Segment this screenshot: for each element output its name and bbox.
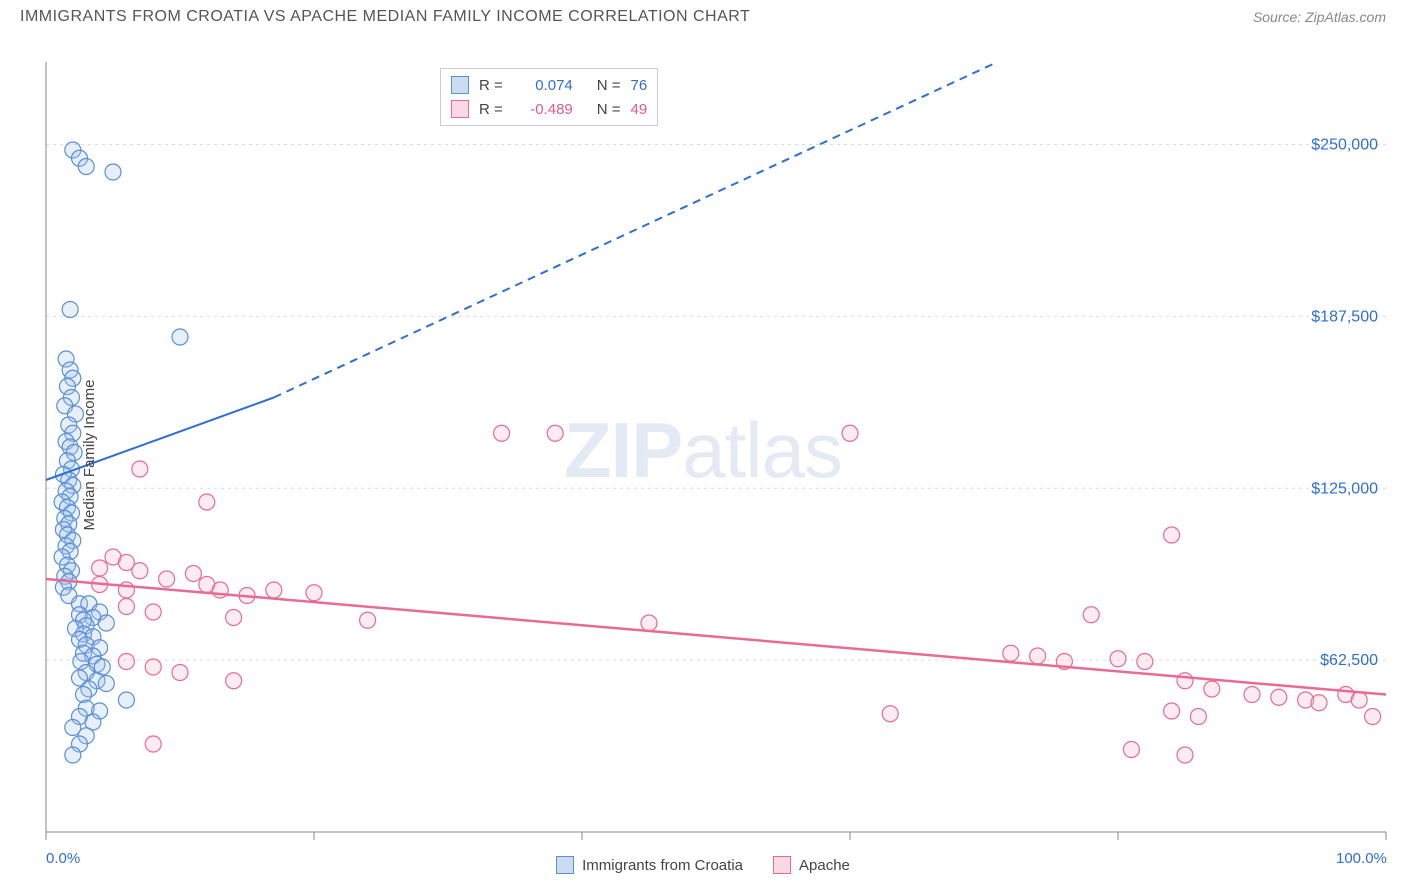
apache-point — [1110, 651, 1126, 667]
apache-point — [92, 560, 108, 576]
croatia-point — [98, 676, 114, 692]
apache-point — [360, 612, 376, 628]
apache-point — [226, 610, 242, 626]
apache-point — [494, 425, 510, 441]
n-value: 76 — [631, 77, 648, 94]
r-label: R = — [479, 77, 503, 94]
croatia-point — [65, 747, 81, 763]
legend-item-apache: Apache — [773, 856, 850, 874]
chart-area: Median Family Income $62,500 $125,000 $187… — [0, 30, 1406, 880]
apache-point — [1204, 681, 1220, 697]
apache-point — [842, 425, 858, 441]
n-label: N = — [597, 77, 621, 94]
croatia-point — [62, 302, 78, 318]
correlation-legend: R = 0.074 N = 76 R = -0.489 N = 49 — [440, 68, 658, 126]
croatia-point — [98, 615, 114, 631]
apache-point — [1311, 695, 1327, 711]
r-label: R = — [479, 101, 503, 118]
apache-point — [1083, 607, 1099, 623]
apache-point — [132, 461, 148, 477]
n-label: N = — [597, 101, 621, 118]
apache-point — [641, 615, 657, 631]
apache-trendline — [46, 579, 1386, 695]
croatia-point — [118, 692, 134, 708]
chart-title: IMMIGRANTS FROM CROATIA VS APACHE MEDIAN… — [20, 8, 750, 26]
legend-swatch — [451, 100, 469, 118]
apache-point — [1164, 527, 1180, 543]
apache-point — [118, 599, 134, 615]
apache-point — [1244, 687, 1260, 703]
croatia-point — [105, 164, 121, 180]
croatia-point — [172, 329, 188, 345]
legend-row-apache: R = -0.489 N = 49 — [451, 97, 647, 121]
y-tick-label: $125,000 — [1311, 480, 1378, 497]
apache-point — [159, 571, 175, 587]
apache-point — [882, 706, 898, 722]
apache-point — [1003, 645, 1019, 661]
legend-label: Apache — [799, 857, 850, 874]
apache-point — [145, 736, 161, 752]
y-tick-label: $62,500 — [1320, 652, 1378, 669]
series-legend: Immigrants from Croatia Apache — [0, 856, 1406, 874]
legend-item-croatia: Immigrants from Croatia — [556, 856, 743, 874]
apache-point — [145, 604, 161, 620]
apache-point — [172, 665, 188, 681]
scatter-chart-svg: $62,500 $125,000 $187,500 $250,000 — [0, 30, 1406, 870]
legend-swatch — [773, 856, 791, 874]
source-attribution: Source: ZipAtlas.com — [1253, 9, 1386, 25]
apache-point — [118, 654, 134, 670]
r-value: 0.074 — [513, 77, 573, 94]
y-tick-label: $250,000 — [1311, 137, 1378, 154]
apache-point — [1271, 689, 1287, 705]
apache-point — [1164, 703, 1180, 719]
apache-point — [1351, 692, 1367, 708]
apache-point — [199, 494, 215, 510]
apache-point — [132, 563, 148, 579]
apache-point — [1137, 654, 1153, 670]
legend-row-croatia: R = 0.074 N = 76 — [451, 73, 647, 97]
legend-label: Immigrants from Croatia — [582, 857, 743, 874]
apache-point — [185, 566, 201, 582]
apache-point — [306, 585, 322, 601]
y-axis-title: Median Family Income — [81, 380, 98, 531]
legend-swatch — [451, 76, 469, 94]
legend-swatch — [556, 856, 574, 874]
apache-point — [1177, 673, 1193, 689]
apache-point — [1177, 747, 1193, 763]
croatia-point — [78, 159, 94, 175]
apache-point — [547, 425, 563, 441]
n-value: 49 — [631, 101, 648, 118]
r-value: -0.489 — [513, 101, 573, 118]
apache-point — [1365, 709, 1381, 725]
y-tick-label: $187,500 — [1311, 308, 1378, 325]
apache-point — [1190, 709, 1206, 725]
apache-point — [145, 659, 161, 675]
apache-point — [266, 582, 282, 598]
apache-point — [1123, 742, 1139, 758]
apache-point — [226, 673, 242, 689]
apache-point — [1030, 648, 1046, 664]
